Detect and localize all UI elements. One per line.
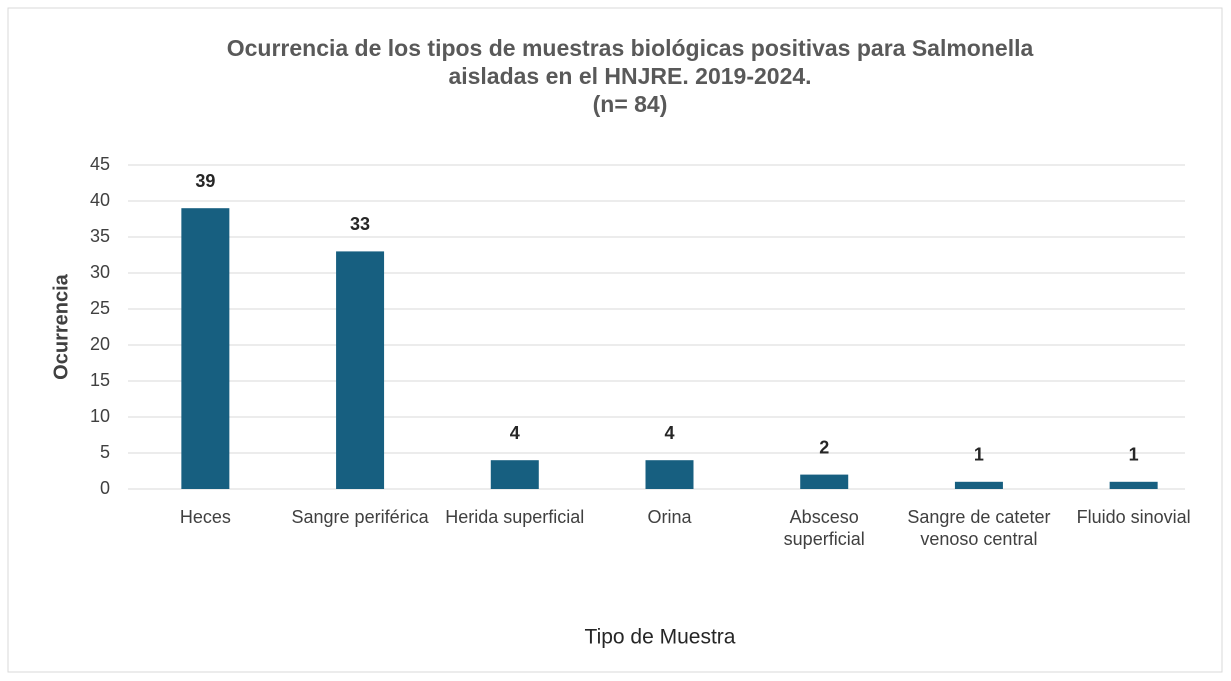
y-tick-label: 25: [90, 298, 110, 318]
x-tick-label: Sangre de cateter venoso central: [907, 507, 1051, 549]
bar: [336, 251, 385, 489]
bar: [490, 460, 539, 489]
y-tick-label: 15: [90, 370, 110, 390]
value-label: 39: [195, 171, 215, 191]
y-tick-label: 5: [100, 442, 110, 462]
y-tick-label: 45: [90, 154, 110, 174]
x-axis-title: Tipo de Muestra: [585, 626, 736, 649]
x-tick-label: Heces: [179, 507, 231, 527]
bar: [800, 474, 849, 489]
bar: [954, 481, 1003, 489]
bar: [645, 460, 694, 489]
y-axis-title: Ocurrencia: [50, 273, 72, 379]
value-label: 1: [1129, 445, 1139, 465]
x-tick-label: Herida superficial: [445, 507, 585, 527]
value-label: 2: [819, 437, 829, 457]
x-tick-label: Sangre periférica: [291, 507, 429, 527]
value-label: 33: [350, 214, 370, 234]
bar: [1109, 481, 1158, 489]
x-tick-label: Orina: [647, 507, 692, 527]
x-tick-label: Absceso superficial: [783, 507, 865, 549]
value-label: 4: [664, 423, 674, 443]
value-label: 1: [974, 445, 984, 465]
y-tick-label: 35: [90, 226, 110, 246]
y-tick-label: 0: [100, 478, 110, 498]
chart-subtitle: (n= 84): [592, 91, 668, 117]
y-tick-label: 30: [90, 262, 110, 282]
y-tick-label: 40: [90, 190, 110, 210]
y-tick-label: 20: [90, 334, 110, 354]
x-tick-label: Fluido sinovial: [1076, 507, 1191, 527]
y-tick-label: 10: [90, 406, 110, 426]
bar: [181, 208, 230, 489]
value-label: 4: [510, 423, 520, 443]
chart-title: Ocurrencia de los tipos de muestras biol…: [226, 35, 1034, 89]
